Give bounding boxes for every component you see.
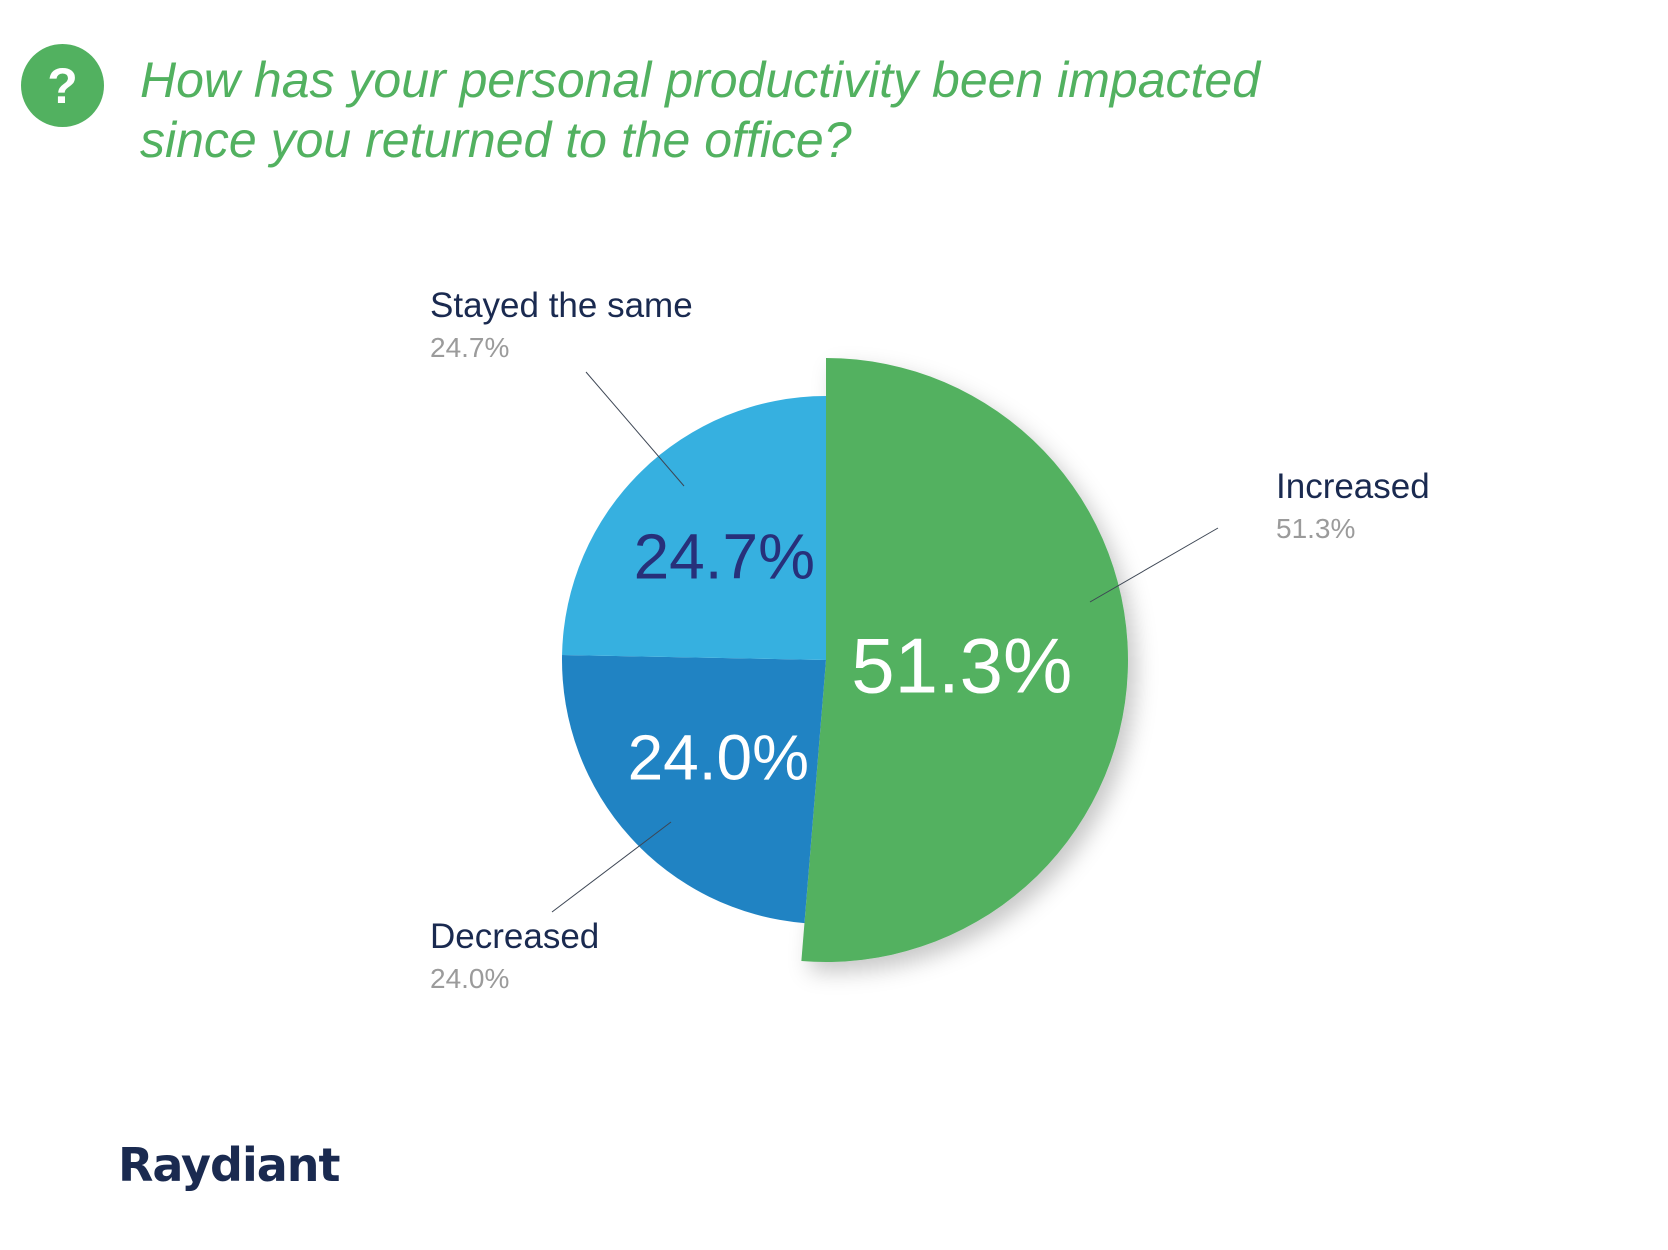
pie-slice-decreased bbox=[562, 655, 826, 924]
callout-value-decreased: 24.0% bbox=[430, 963, 509, 994]
question-mark-glyph: ? bbox=[47, 57, 78, 114]
question-mark-icon: ? bbox=[21, 44, 104, 127]
callout-label-decreased: Decreased bbox=[430, 917, 599, 956]
leader-line-decreased bbox=[551, 821, 672, 913]
callout-value-stayed-the-same: 24.7% bbox=[430, 332, 509, 363]
pie-slice-increased bbox=[801, 358, 1128, 962]
slice-value-label-increased: 51.3% bbox=[851, 622, 1072, 710]
page-title-line-2: since you returned to the office? bbox=[140, 112, 852, 168]
page-title: How has your personal productivity been … bbox=[140, 50, 1540, 170]
page-title-line-1: How has your personal productivity been … bbox=[140, 52, 1261, 108]
leader-line-stayed-the-same bbox=[585, 371, 685, 487]
raydiant-logo: Raydiant bbox=[118, 1138, 341, 1192]
leader-line-increased bbox=[1089, 527, 1219, 603]
callout-label-increased: Increased bbox=[1276, 467, 1430, 506]
slice-value-label-stayed-the-same: 24.7% bbox=[634, 520, 815, 592]
pie-slice-stayed-the-same bbox=[562, 396, 826, 660]
callout-value-increased: 51.3% bbox=[1276, 513, 1355, 544]
callout-label-stayed-the-same: Stayed the same bbox=[430, 286, 693, 325]
slice-value-label-decreased: 24.0% bbox=[628, 721, 809, 793]
